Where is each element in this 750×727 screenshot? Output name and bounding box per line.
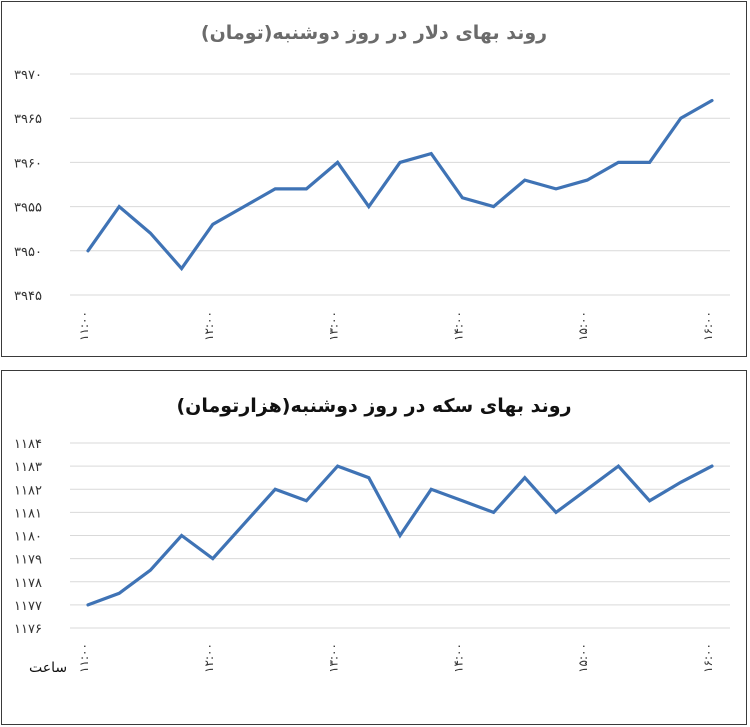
dollar-chart-x-tick-label: ۱۳:۰۰ bbox=[327, 311, 341, 341]
coin-chart-y-tick-label: ۱۱۷۹ bbox=[14, 553, 42, 568]
coin-chart-x-tick-label: ۱۱:۰۰ bbox=[77, 643, 91, 673]
coin-chart-y-tick-label: ۱۱۷۶ bbox=[14, 622, 42, 637]
dollar-chart-y-tick-label: ۳۹۵۰ bbox=[14, 245, 42, 260]
dollar-chart-y-tick-label: ۳۹۷۰ bbox=[14, 68, 42, 83]
coin-chart-x-tick-label: ۱۵:۰۰ bbox=[576, 643, 590, 673]
dollar-chart-x-tick-label: ۱۵:۰۰ bbox=[576, 311, 590, 341]
dollar-chart-y-tick-label: ۳۹۵۵ bbox=[14, 201, 42, 216]
coin-chart-panel: روند بهای سکه در روز دوشنبه(هزارتومان) ۱… bbox=[1, 370, 747, 725]
dollar-chart-series-line bbox=[86, 98, 714, 272]
coin-chart-x-tick-label: ۱۴:۰۰ bbox=[451, 643, 465, 673]
dollar-chart-x-tick-label: ۱۴:۰۰ bbox=[451, 311, 465, 341]
dollar-chart-y-tick-label: ۳۹۴۵ bbox=[14, 289, 42, 304]
dollar-chart-title: روند بهای دلار در روز دوشنبه(تومان) bbox=[200, 22, 548, 44]
coin-chart-y-tick-label: ۱۱۸۱ bbox=[14, 506, 42, 521]
coin-chart-x-tick-label: ۱۳:۰۰ bbox=[327, 643, 341, 673]
coin-chart-y-tick-label: ۱۱۸۴ bbox=[14, 437, 42, 452]
coin-chart-x-axis-label: ساعت bbox=[29, 660, 68, 676]
dollar-chart-y-tick-label: ۳۹۶۰ bbox=[14, 156, 42, 171]
coin-chart-x-tick-label: ۱۲:۰۰ bbox=[202, 643, 216, 673]
coin-chart-title: روند بهای سکه در روز دوشنبه(هزارتومان) bbox=[176, 395, 572, 417]
coin-chart-x-tick-label: ۱۶:۰۰ bbox=[701, 643, 715, 673]
coin-chart-y-tick-label: ۱۱۸۲ bbox=[14, 483, 42, 498]
dollar-chart-plot: ۳۹۴۵ ۳۹۵۰ ۳۹۵۵ ۳۹۶۰ ۳۹۶۵ ۳۹۷۰ ۱۱:۰۰ ۱۲:۰۰ ۱۳:۰۰ ۱… bbox=[14, 68, 730, 341]
coin-chart-plot: ۱۱۷۶ ۱۱۷۷ ۱۱۷۸ ۱۱۷۹ ۱۱۸۰ ۱۱۸۱ ۱۱۸۲ ۱۱۸۳ ۱۱۸۴ ۱۱:۰… bbox=[14, 437, 730, 673]
coin-chart-y-tick-label: ۱۱۸۳ bbox=[14, 460, 42, 475]
coin-chart-series-line bbox=[86, 463, 714, 607]
dollar-chart-panel: روند بهای دلار در روز دوشنبه(تومان) ۳۹۴۵… bbox=[1, 1, 747, 357]
dollar-chart-x-tick-label: ۱۲:۰۰ bbox=[202, 311, 216, 341]
dollar-chart-y-tick-label: ۳۹۶۵ bbox=[14, 112, 42, 127]
dollar-chart-x-tick-label: ۱۱:۰۰ bbox=[77, 311, 91, 341]
coin-chart-y-tick-label: ۱۱۸۰ bbox=[14, 530, 42, 545]
coin-chart-y-tick-label: ۱۱۷۸ bbox=[14, 576, 42, 591]
dollar-chart-x-tick-label: ۱۶:۰۰ bbox=[701, 311, 715, 341]
coin-chart-y-tick-label: ۱۱۷۷ bbox=[14, 599, 42, 614]
